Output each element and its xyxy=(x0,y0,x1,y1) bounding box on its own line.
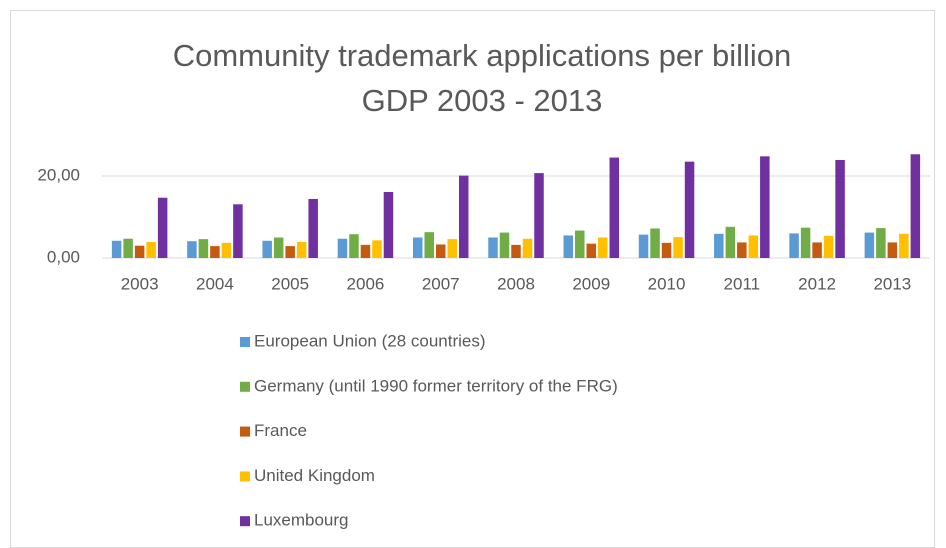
bar xyxy=(598,237,608,258)
bar xyxy=(157,197,168,258)
bar xyxy=(308,198,318,258)
bar xyxy=(285,246,295,258)
bar xyxy=(534,173,544,258)
bar xyxy=(684,161,695,258)
x-tick-label: 2010 xyxy=(648,274,686,293)
bar xyxy=(458,175,469,258)
legend-label: European Union (28 countries) xyxy=(254,331,486,350)
bar xyxy=(737,242,747,258)
bar xyxy=(412,237,423,258)
bar xyxy=(233,204,243,258)
bar xyxy=(714,233,724,258)
legend-label: United Kingdom xyxy=(254,466,375,485)
x-tick-label: 2004 xyxy=(196,274,234,293)
bar xyxy=(383,191,394,258)
bar xyxy=(887,242,898,258)
bar xyxy=(488,237,498,258)
chart-title: GDP 2003 - 2013 xyxy=(362,83,603,118)
chart-title: Community trademark applications per bil… xyxy=(173,38,792,73)
bar xyxy=(210,246,220,258)
bar xyxy=(134,245,145,258)
bar xyxy=(563,235,574,258)
bar xyxy=(111,240,122,258)
bar xyxy=(800,227,811,258)
bar xyxy=(435,244,446,258)
bar xyxy=(372,240,382,258)
bar xyxy=(609,157,620,258)
bar xyxy=(812,242,822,258)
bar xyxy=(187,241,197,258)
bar xyxy=(638,234,649,258)
legend-label: France xyxy=(254,421,307,440)
bar xyxy=(499,232,510,258)
bar xyxy=(789,233,799,258)
bar xyxy=(760,156,770,258)
chart-border xyxy=(10,10,935,548)
y-tick-label: 20,00 xyxy=(37,165,80,184)
y-tick-label: 0,00 xyxy=(47,247,80,266)
x-tick-label: 2009 xyxy=(572,274,610,293)
bar xyxy=(661,242,672,258)
bar xyxy=(146,242,156,258)
bar xyxy=(447,239,457,258)
bar xyxy=(273,237,284,258)
bar xyxy=(835,160,845,258)
bar xyxy=(650,228,660,258)
bar xyxy=(748,235,759,258)
bar xyxy=(349,234,359,258)
bar xyxy=(876,228,886,258)
x-tick-label: 2008 xyxy=(497,274,535,293)
legend-label: Germany (until 1990 former territory of … xyxy=(254,376,618,395)
bar xyxy=(910,154,921,258)
bar xyxy=(899,233,909,258)
x-tick-label: 2013 xyxy=(873,274,911,293)
x-tick-label: 2005 xyxy=(271,274,309,293)
x-tick-label: 2007 xyxy=(422,274,460,293)
legend-swatch xyxy=(240,426,250,437)
legend-swatch xyxy=(240,381,250,392)
legend-swatch xyxy=(240,337,250,347)
bar xyxy=(337,238,348,258)
bar xyxy=(221,242,232,258)
bar xyxy=(198,239,209,258)
bar xyxy=(725,226,736,258)
bar xyxy=(262,240,272,258)
bar xyxy=(296,242,307,258)
bar xyxy=(522,238,533,258)
x-tick-label: 2006 xyxy=(347,274,385,293)
x-tick-label: 2011 xyxy=(724,274,761,293)
bar xyxy=(673,237,683,258)
bar xyxy=(123,238,133,258)
bar xyxy=(511,244,521,258)
legend-label: Luxembourg xyxy=(254,511,349,530)
bar xyxy=(864,232,875,258)
legend-swatch xyxy=(240,516,250,527)
legend-swatch xyxy=(240,471,250,482)
bar xyxy=(360,244,371,258)
bar xyxy=(575,230,585,258)
bar xyxy=(823,235,834,258)
bar xyxy=(424,232,434,258)
bar xyxy=(586,243,597,258)
x-tick-label: 2003 xyxy=(121,274,159,293)
x-tick-label: 2012 xyxy=(798,274,836,293)
